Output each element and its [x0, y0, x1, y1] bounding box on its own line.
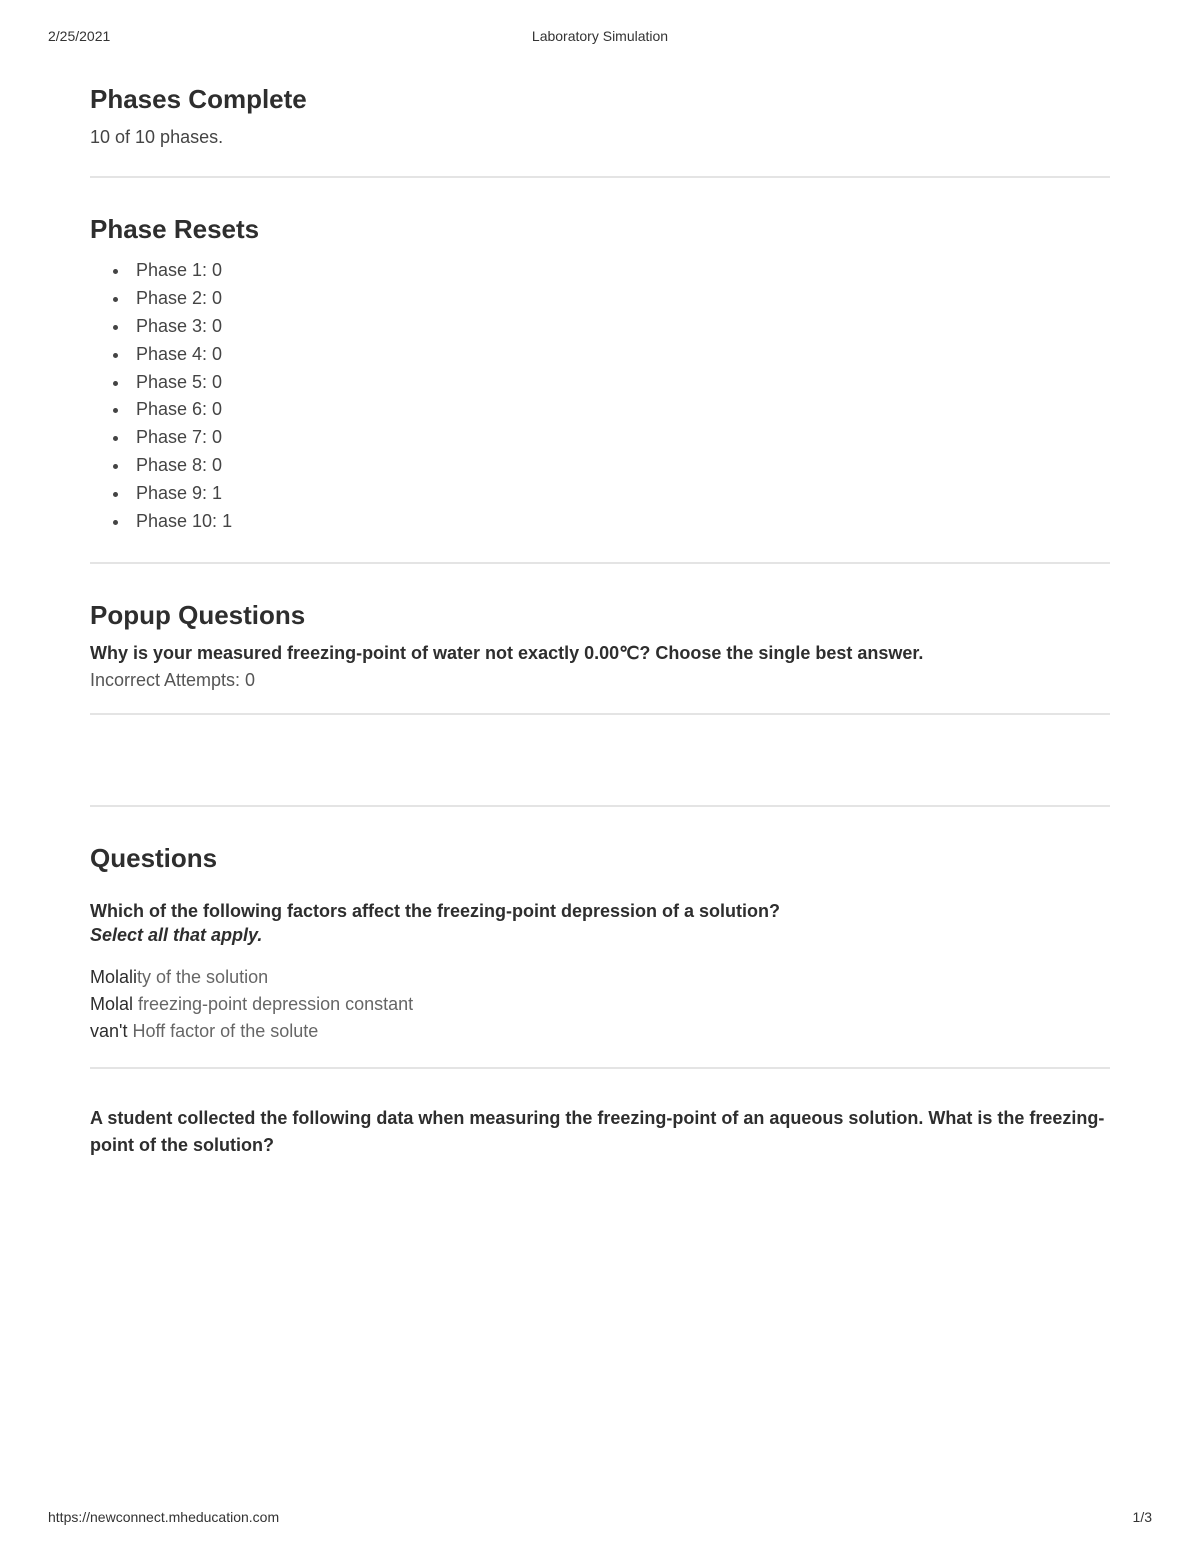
popup-question-text: Why is your measured freezing-point of w…: [90, 643, 1110, 664]
divider: [90, 176, 1110, 178]
answer-option: Molal freezing-point depression constant: [90, 991, 1110, 1018]
answer-rest: Hoff factor of the solute: [127, 1021, 318, 1041]
phases-complete-subtitle: 10 of 10 phases.: [90, 127, 1110, 148]
question-text: Which of the following factors affect th…: [90, 898, 1110, 925]
list-item: Phase 1: 0: [130, 257, 1110, 285]
content: Phases Complete 10 of 10 phases. Phase R…: [0, 44, 1200, 1159]
divider: [90, 805, 1110, 807]
answer-option: van't Hoff factor of the solute: [90, 1018, 1110, 1045]
list-item: Phase 6: 0: [130, 396, 1110, 424]
list-item: Phase 10: 1: [130, 508, 1110, 536]
page-footer: https://newconnect.mheducation.com 1/3: [48, 1509, 1152, 1525]
answer-bold: van't: [90, 1021, 127, 1041]
questions-heading: Questions: [90, 843, 1110, 874]
question-block: A student collected the following data w…: [90, 1105, 1110, 1159]
incorrect-attempts: Incorrect Attempts: 0: [90, 670, 1110, 691]
answer-rest: freezing-point depression constant: [133, 994, 413, 1014]
question-text: A student collected the following data w…: [90, 1105, 1110, 1159]
footer-page-number: 1/3: [1133, 1509, 1152, 1525]
answer-option: Molality of the solution: [90, 964, 1110, 991]
phase-resets-list: Phase 1: 0 Phase 2: 0 Phase 3: 0 Phase 4…: [90, 257, 1110, 536]
question-subtext: Select all that apply.: [90, 925, 1110, 946]
popup-questions-heading: Popup Questions: [90, 600, 1110, 631]
answer-rest: ty of the solution: [137, 967, 268, 987]
header-title: Laboratory Simulation: [532, 28, 668, 44]
question-block: Which of the following factors affect th…: [90, 898, 1110, 1045]
phases-complete-heading: Phases Complete: [90, 84, 1110, 115]
header-date: 2/25/2021: [48, 28, 110, 44]
page-header: 2/25/2021 Laboratory Simulation: [0, 0, 1200, 44]
spacer: [90, 751, 1110, 805]
phase-resets-heading: Phase Resets: [90, 214, 1110, 245]
footer-url: https://newconnect.mheducation.com: [48, 1509, 279, 1525]
answer-bold: Molal: [90, 994, 133, 1014]
answer-bold: Molali: [90, 967, 137, 987]
divider: [90, 713, 1110, 715]
divider: [90, 562, 1110, 564]
list-item: Phase 7: 0: [130, 424, 1110, 452]
list-item: Phase 4: 0: [130, 341, 1110, 369]
list-item: Phase 8: 0: [130, 452, 1110, 480]
list-item: Phase 5: 0: [130, 369, 1110, 397]
list-item: Phase 2: 0: [130, 285, 1110, 313]
list-item: Phase 3: 0: [130, 313, 1110, 341]
list-item: Phase 9: 1: [130, 480, 1110, 508]
divider: [90, 1067, 1110, 1069]
